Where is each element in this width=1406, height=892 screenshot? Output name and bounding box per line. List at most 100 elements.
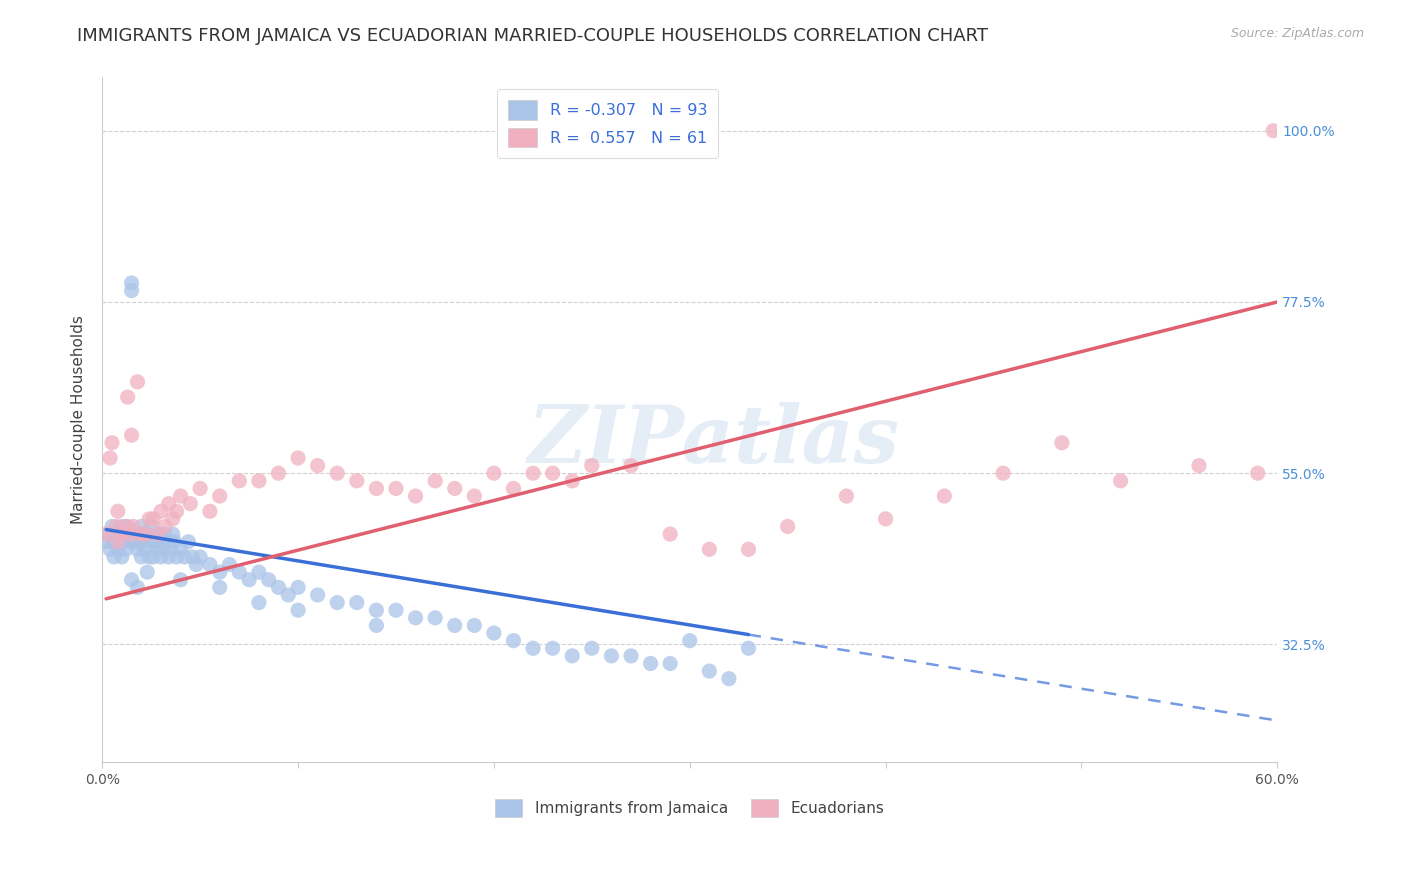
Point	[162, 512, 184, 526]
Point	[173, 549, 195, 564]
Point	[166, 549, 188, 564]
Point	[104, 519, 127, 533]
Point	[104, 534, 127, 549]
Point	[169, 573, 191, 587]
Point	[277, 588, 299, 602]
Point	[326, 596, 349, 610]
Point	[307, 458, 329, 473]
Point	[138, 512, 160, 526]
Point	[159, 542, 181, 557]
Point	[152, 542, 174, 557]
Point	[94, 534, 117, 549]
Point	[134, 527, 156, 541]
Point	[228, 565, 250, 579]
Point	[561, 648, 583, 663]
Point	[127, 580, 149, 594]
Point	[132, 534, 155, 549]
Point	[659, 657, 682, 671]
Point	[179, 497, 201, 511]
Point	[181, 549, 204, 564]
Point	[463, 489, 485, 503]
Point	[94, 527, 117, 541]
Point	[522, 641, 544, 656]
Text: Source: ZipAtlas.com: Source: ZipAtlas.com	[1230, 27, 1364, 40]
Point	[121, 573, 143, 587]
Point	[107, 504, 129, 518]
Point	[238, 573, 260, 587]
Point	[121, 527, 143, 541]
Point	[287, 450, 309, 465]
Point	[188, 549, 211, 564]
Point	[443, 618, 465, 632]
Point	[98, 542, 121, 557]
Point	[157, 549, 180, 564]
Point	[101, 435, 124, 450]
Point	[111, 519, 134, 533]
Point	[208, 565, 231, 579]
Point	[149, 504, 172, 518]
Point	[146, 527, 169, 541]
Point	[131, 527, 153, 541]
Point	[108, 534, 131, 549]
Point	[405, 611, 427, 625]
Point	[482, 626, 505, 640]
Point	[737, 641, 759, 656]
Point	[111, 549, 134, 564]
Point	[502, 482, 524, 496]
Point	[153, 527, 176, 541]
Point	[149, 534, 172, 549]
Point	[162, 527, 184, 541]
Point	[134, 542, 156, 557]
Point	[443, 482, 465, 496]
Point	[163, 534, 186, 549]
Point	[247, 565, 270, 579]
Point	[541, 641, 564, 656]
Point	[423, 611, 446, 625]
Point	[346, 596, 368, 610]
Point	[247, 596, 270, 610]
Point	[366, 603, 388, 617]
Point	[423, 474, 446, 488]
Point	[177, 534, 200, 549]
Point	[166, 504, 188, 518]
Point	[98, 450, 121, 465]
Point	[146, 542, 169, 557]
Point	[114, 519, 136, 533]
Point	[114, 542, 136, 557]
Point	[111, 527, 134, 541]
Point	[366, 618, 388, 632]
Point	[482, 467, 505, 481]
Point	[131, 549, 153, 564]
Point	[97, 527, 120, 541]
Point	[121, 284, 143, 298]
Point	[128, 534, 150, 549]
Point	[620, 648, 643, 663]
Point	[112, 534, 135, 549]
Point	[934, 489, 956, 503]
Point	[103, 549, 125, 564]
Point	[991, 467, 1014, 481]
Point	[385, 482, 408, 496]
Point	[198, 504, 221, 518]
Point	[717, 672, 740, 686]
Point	[218, 558, 240, 572]
Point	[136, 565, 159, 579]
Point	[114, 527, 136, 541]
Text: ZIPatlas: ZIPatlas	[527, 401, 900, 479]
Point	[1247, 467, 1270, 481]
Point	[522, 467, 544, 481]
Point	[287, 603, 309, 617]
Point	[122, 519, 145, 533]
Point	[1188, 458, 1211, 473]
Point	[117, 519, 139, 533]
Point	[107, 542, 129, 557]
Point	[1263, 124, 1285, 138]
Point	[267, 580, 290, 594]
Point	[502, 633, 524, 648]
Point	[121, 276, 143, 290]
Point	[581, 641, 603, 656]
Point	[228, 474, 250, 488]
Point	[366, 482, 388, 496]
Point	[620, 458, 643, 473]
Point	[186, 558, 208, 572]
